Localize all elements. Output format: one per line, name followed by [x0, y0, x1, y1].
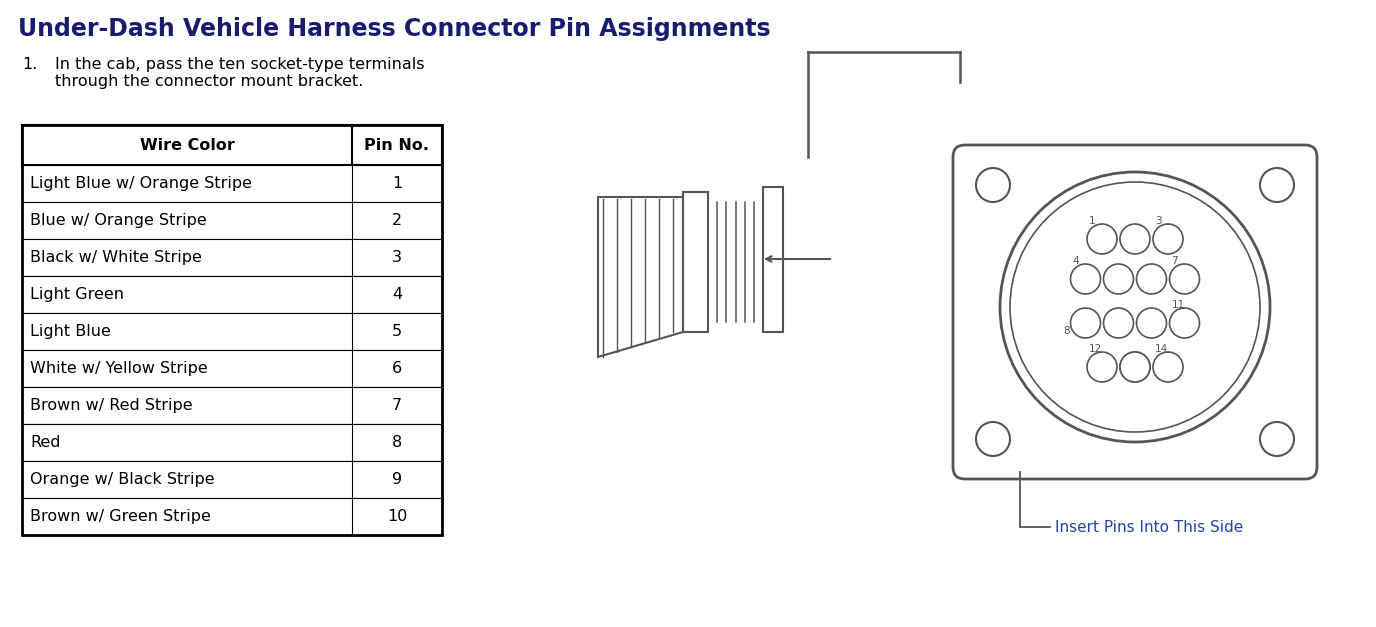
Text: Brown w/ Red Stripe: Brown w/ Red Stripe [30, 398, 193, 413]
Bar [764, 187, 783, 332]
Bar [22, 498, 442, 535]
FancyBboxPatch shape [954, 145, 1317, 479]
Bar [22, 461, 442, 498]
Text: Insert Pins Into This Side: Insert Pins Into This Side [1055, 520, 1244, 534]
Bar [22, 424, 442, 461]
Bar [22, 350, 442, 387]
Text: 14: 14 [1154, 344, 1168, 354]
Text: Under-Dash Vehicle Harness Connector Pin Assignments: Under-Dash Vehicle Harness Connector Pin… [18, 17, 771, 41]
Text: 5: 5 [392, 324, 402, 339]
Bar [682, 192, 709, 332]
Bar [22, 387, 442, 424]
Circle shape [1260, 168, 1293, 202]
Text: 7: 7 [392, 398, 402, 413]
Text: 12: 12 [1088, 344, 1102, 354]
Circle shape [1120, 352, 1150, 382]
Bar [22, 165, 442, 202]
Circle shape [1120, 224, 1150, 254]
Text: 1.: 1. [22, 57, 37, 72]
Circle shape [1104, 308, 1134, 338]
Text: White w/ Yellow Stripe: White w/ Yellow Stripe [30, 361, 208, 376]
Circle shape [1137, 264, 1167, 294]
Ellipse shape [1010, 182, 1260, 432]
Text: 4: 4 [392, 287, 402, 302]
Circle shape [976, 168, 1010, 202]
Circle shape [1104, 264, 1134, 294]
Text: Pin No.: Pin No. [365, 137, 429, 152]
Text: Light Blue: Light Blue [30, 324, 111, 339]
Circle shape [1170, 308, 1200, 338]
Circle shape [1153, 352, 1183, 382]
Bar [22, 276, 442, 313]
Circle shape [1087, 352, 1117, 382]
Circle shape [1120, 352, 1150, 382]
Bar [22, 313, 442, 350]
Bar [22, 239, 442, 276]
Text: Brown w/ Green Stripe: Brown w/ Green Stripe [30, 509, 211, 524]
Text: 7: 7 [1171, 256, 1178, 266]
Text: Wire Color: Wire Color [139, 137, 234, 152]
Circle shape [1260, 422, 1293, 456]
Text: 8: 8 [392, 435, 402, 450]
Text: Red: Red [30, 435, 61, 450]
Circle shape [1153, 224, 1183, 254]
Text: Black w/ White Stripe: Black w/ White Stripe [30, 250, 202, 265]
Ellipse shape [1000, 172, 1270, 442]
Text: 10: 10 [387, 509, 407, 524]
Text: 3: 3 [392, 250, 402, 265]
Circle shape [1071, 308, 1101, 338]
Text: Orange w/ Black Stripe: Orange w/ Black Stripe [30, 472, 215, 487]
Text: Blue w/ Orange Stripe: Blue w/ Orange Stripe [30, 213, 206, 228]
Text: 11: 11 [1171, 300, 1185, 310]
Circle shape [1170, 264, 1200, 294]
Text: Light Blue w/ Orange Stripe: Light Blue w/ Orange Stripe [30, 176, 252, 191]
Text: 9: 9 [392, 472, 402, 487]
Text: 2: 2 [392, 213, 402, 228]
Bar [22, 202, 442, 239]
Circle shape [1137, 308, 1167, 338]
Text: 6: 6 [392, 361, 402, 376]
Text: 1: 1 [392, 176, 402, 191]
Text: Light Green: Light Green [30, 287, 124, 302]
Polygon shape [599, 197, 682, 357]
Text: 3: 3 [1154, 216, 1161, 226]
Text: 4: 4 [1072, 256, 1079, 266]
Circle shape [976, 422, 1010, 456]
Text: 8: 8 [1062, 326, 1069, 336]
Circle shape [1087, 224, 1117, 254]
Text: 1: 1 [1088, 216, 1095, 226]
Text: In the cab, pass the ten socket-type terminals
through the connector mount brack: In the cab, pass the ten socket-type ter… [55, 57, 425, 90]
Circle shape [1071, 264, 1101, 294]
Bar [22, 125, 442, 165]
Bar [22, 125, 442, 535]
